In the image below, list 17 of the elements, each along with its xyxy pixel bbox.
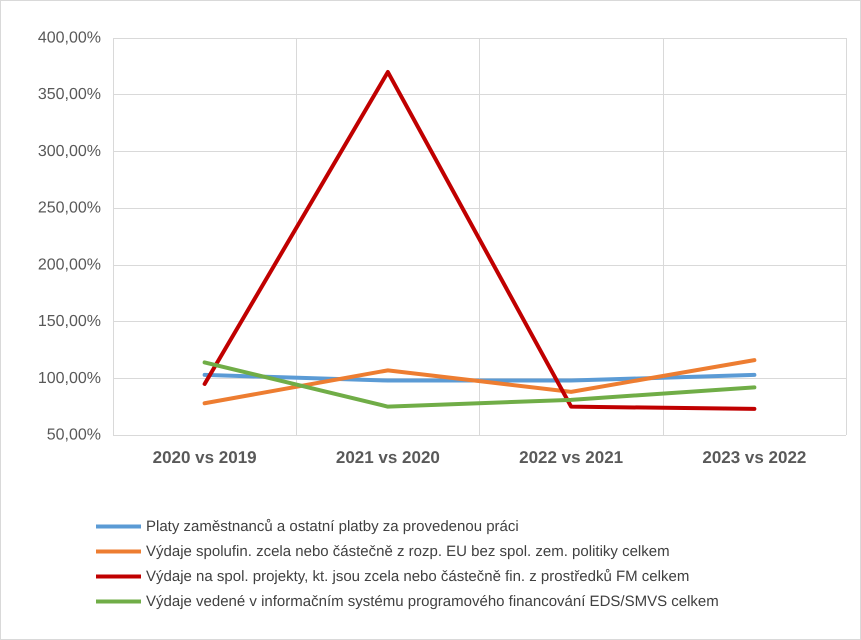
y-tick-label: 300,00% [38, 142, 101, 160]
x-tick-label: 2022 vs 2021 [519, 448, 624, 467]
x-tick-label: 2023 vs 2022 [702, 448, 806, 467]
legend-label: Výdaje na spol. projekty, kt. jsou zcela nebo částečně fin. z prostředků FM celkem [146, 568, 690, 585]
y-tick-label: 50,00% [46, 426, 101, 444]
legend-label: Výdaje spolufin. zcela nebo částečně z rozp. EU bez spol. zem. politiky celkem [146, 543, 670, 560]
legend-label: Platy zaměstnanců a ostatní platby za provedenou práci [146, 518, 519, 535]
x-tick-label: 2020 vs 2019 [152, 448, 257, 467]
y-tick-label: 100,00% [38, 370, 101, 387]
y-tick-label: 400,00% [38, 30, 101, 46]
x-tick-label: 2021 vs 2020 [336, 448, 440, 467]
y-tick-label: 200,00% [38, 256, 101, 274]
y-tick-label: 150,00% [38, 313, 101, 330]
line-series [202, 70, 756, 411]
legend-label: Výdaje vedené v informačním systému programového financování EDS/SMVS celkem [146, 593, 719, 610]
y-tick-label: 350,00% [38, 86, 101, 104]
y-tick-label: 250,00% [38, 200, 101, 217]
